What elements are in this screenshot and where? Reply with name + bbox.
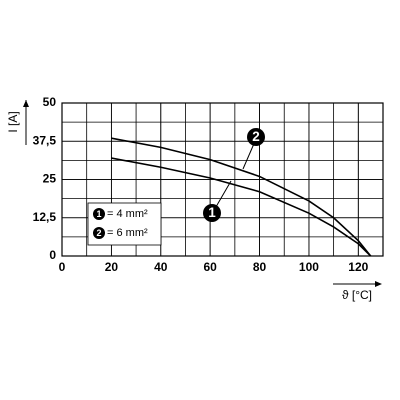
x-tick-label: 20 xyxy=(105,260,119,274)
callout-circle xyxy=(203,204,221,222)
legend-label: = 4 mm² xyxy=(107,208,148,220)
x-tick-label: 0 xyxy=(59,260,66,274)
y-tick-label: 0 xyxy=(49,248,56,262)
series-line xyxy=(111,157,372,257)
x-arrowhead xyxy=(375,281,382,287)
callout: 2 xyxy=(247,128,265,146)
series-line xyxy=(111,137,372,257)
legend-marker-circle xyxy=(93,208,105,220)
y-tick-label: 25 xyxy=(43,172,57,186)
callout-number: 1 xyxy=(208,205,216,220)
x-tick-label: 120 xyxy=(348,260,368,274)
callout-number: 2 xyxy=(252,129,260,144)
legend-marker: 1 xyxy=(93,208,105,220)
legend-marker-number: 2 xyxy=(96,228,101,238)
legend-marker-circle xyxy=(93,227,105,239)
y-axis-label: I [A] xyxy=(6,111,20,132)
y-tick-label: 12,5 xyxy=(33,210,57,224)
y-arrowhead xyxy=(23,100,29,107)
x-tick-label: 80 xyxy=(253,260,267,274)
x-axis-label: ϑ [°C] xyxy=(342,288,372,302)
x-tick-label: 40 xyxy=(154,260,168,274)
legend-marker-number: 1 xyxy=(96,209,101,219)
legend-label: = 6 mm² xyxy=(107,227,148,239)
x-tick-label: 100 xyxy=(299,260,319,274)
y-tick-label: 37,5 xyxy=(33,133,57,147)
callout: 1 xyxy=(203,204,221,222)
x-tick-label: 60 xyxy=(203,260,217,274)
y-tick-label: 50 xyxy=(43,95,57,109)
legend-marker: 2 xyxy=(93,227,105,239)
callout-circle xyxy=(247,128,265,146)
